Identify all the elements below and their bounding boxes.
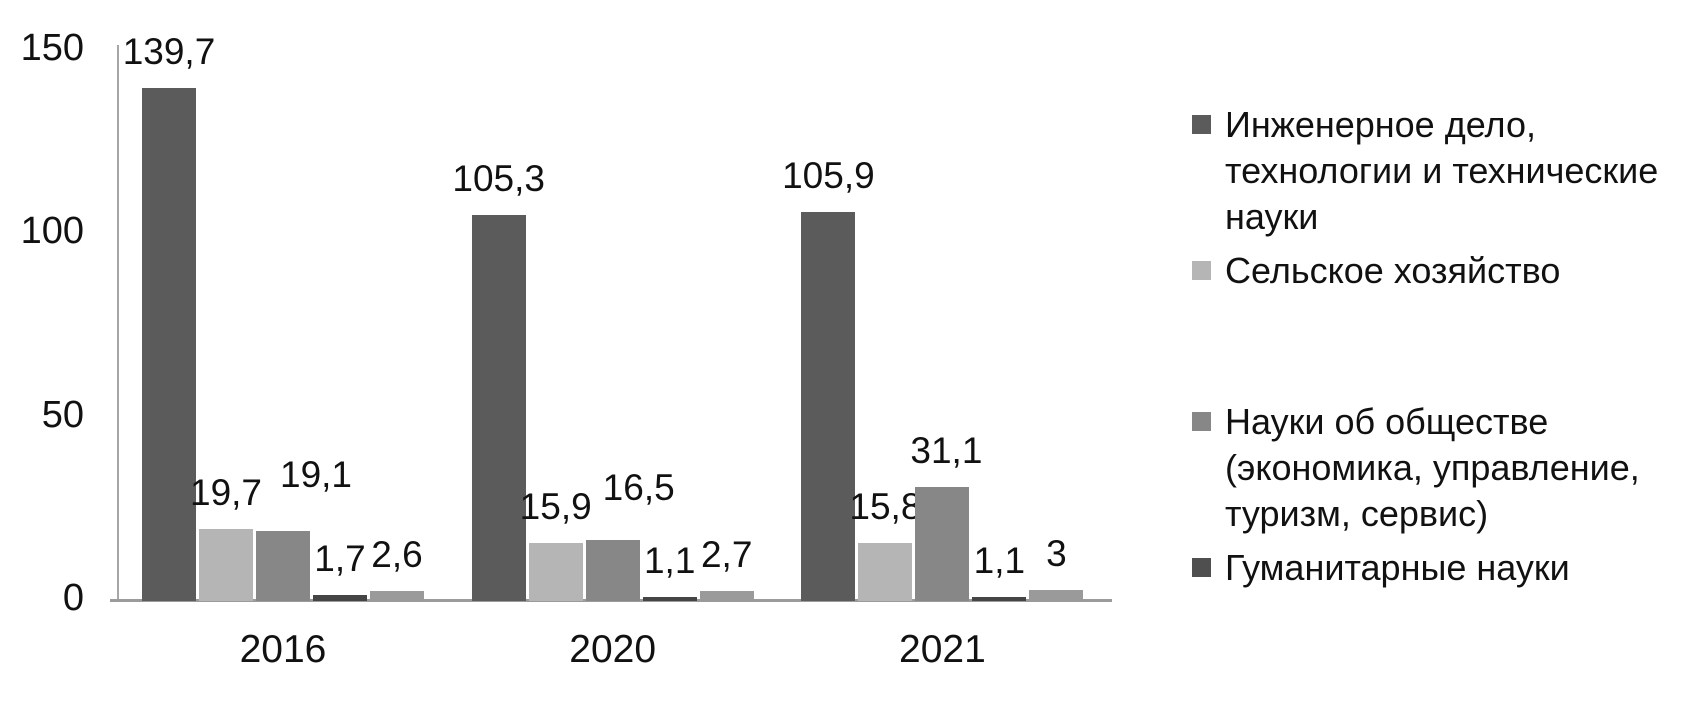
bar	[915, 486, 970, 601]
bar-value-label: 1,1	[643, 539, 696, 581]
y-tick-label: 0	[62, 577, 84, 619]
bar	[313, 594, 367, 601]
x-category-label: 2020	[569, 628, 657, 671]
bar	[471, 214, 526, 601]
bar	[1029, 589, 1084, 601]
bar	[585, 540, 640, 601]
bar	[528, 542, 583, 601]
x-category-label: 2021	[899, 628, 986, 671]
y-tick-label: 150	[20, 26, 84, 69]
bar-value-label: 105,9	[782, 155, 875, 197]
legend-item: Сельское хозяйство	[1192, 248, 1658, 294]
legend-item-label: Инженерное дело, технологии и технически…	[1225, 104, 1659, 237]
legend-item-label: Сельское хозяйство	[1225, 250, 1561, 291]
bar-value-label: 105,3	[452, 157, 545, 199]
x-category-label: 2016	[239, 628, 327, 671]
legend-item-label: Науки об обществе (экономика, управление…	[1225, 401, 1640, 534]
legend: Инженерное дело, технологии и технически…	[1192, 102, 1658, 591]
y-axis-line	[117, 45, 119, 602]
bar	[256, 530, 310, 601]
bar	[142, 88, 196, 601]
bar-value-label: 139,7	[122, 31, 216, 73]
bar-value-label: 3	[1046, 532, 1067, 574]
bar	[370, 591, 424, 601]
bar-value-label: 16,5	[602, 467, 675, 509]
legend-marker-icon	[1192, 261, 1211, 280]
bar-value-label: 15,8	[849, 486, 922, 528]
legend-marker-icon	[1192, 412, 1211, 431]
bar-value-label: 2,6	[371, 534, 423, 576]
bar	[642, 596, 697, 601]
legend-marker-icon	[1192, 115, 1211, 134]
bar-value-label: 19,7	[189, 471, 263, 513]
bar-value-label: 31,1	[910, 429, 983, 471]
bar	[801, 212, 856, 601]
legend-item: Инженерное дело, технологии и технически…	[1192, 102, 1658, 240]
bar-value-label: 15,9	[519, 485, 592, 527]
legend-item: Гуманитарные науки	[1192, 545, 1658, 591]
legend-item: Науки об обществе (экономика, управление…	[1192, 399, 1658, 537]
bar	[972, 596, 1027, 601]
bar	[699, 591, 754, 601]
bar	[858, 543, 913, 601]
y-tick-label: 100	[20, 210, 84, 253]
bar	[199, 528, 253, 601]
bar-value-label: 1,7	[314, 537, 366, 579]
legend-marker-icon	[1192, 558, 1211, 577]
bar-value-label: 19,1	[279, 453, 353, 495]
bar-value-label: 2,7	[700, 534, 753, 576]
bar-value-label: 1,1	[973, 539, 1026, 581]
legend-item-label: Гуманитарные науки	[1225, 547, 1570, 588]
y-tick-label: 50	[41, 393, 84, 436]
